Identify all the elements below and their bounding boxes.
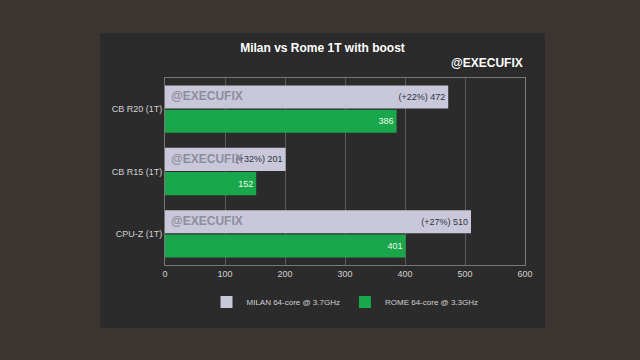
- svg-text:@EXECUFIX: @EXECUFIX: [171, 214, 243, 228]
- svg-text:100: 100: [217, 269, 232, 279]
- svg-text:Milan vs Rome 1T with boost: Milan vs Rome 1T with boost: [240, 41, 405, 55]
- svg-text:CPU-Z (1T): CPU-Z (1T): [116, 229, 163, 239]
- svg-text:(+22%) 472: (+22%) 472: [398, 92, 445, 102]
- svg-text:(+27%) 510: (+27%) 510: [421, 217, 468, 227]
- svg-text:300: 300: [337, 269, 352, 279]
- svg-text:400: 400: [397, 269, 412, 279]
- svg-text:200: 200: [277, 269, 292, 279]
- svg-text:@EXECUFIX: @EXECUFIX: [171, 89, 243, 103]
- svg-text:500: 500: [457, 269, 472, 279]
- svg-text:0: 0: [162, 269, 167, 279]
- svg-text:@EXECUFIX: @EXECUFIX: [171, 152, 243, 166]
- svg-text:MILAN 64-core @ 3.7GHz: MILAN 64-core @ 3.7GHz: [247, 298, 340, 307]
- svg-text:ROME 64-core @ 3.3GHz: ROME 64-core @ 3.3GHz: [385, 298, 478, 307]
- svg-text:386: 386: [379, 116, 394, 126]
- svg-text:(+32%) 201: (+32%) 201: [236, 154, 283, 164]
- svg-text:@EXECUFIX: @EXECUFIX: [451, 56, 523, 70]
- svg-text:152: 152: [238, 179, 253, 189]
- svg-text:600: 600: [517, 269, 532, 279]
- svg-text:CB R20 (1T): CB R20 (1T): [112, 104, 163, 114]
- svg-text:401: 401: [388, 241, 403, 251]
- svg-text:CB R15 (1T): CB R15 (1T): [112, 167, 163, 177]
